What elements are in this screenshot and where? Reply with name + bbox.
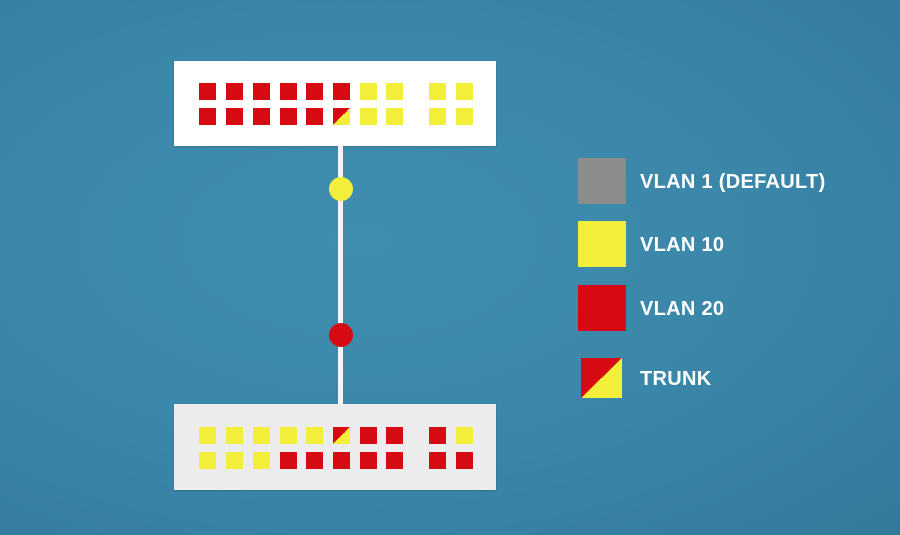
trunk-port bbox=[333, 427, 350, 444]
port-vlan10 bbox=[199, 427, 216, 444]
legend-swatch-trunk bbox=[581, 358, 622, 398]
switch-top bbox=[174, 61, 496, 146]
port-vlan20 bbox=[333, 83, 350, 100]
port-vlan20 bbox=[333, 452, 350, 469]
port-vlan10 bbox=[429, 83, 446, 100]
port-vlan20 bbox=[306, 83, 323, 100]
port-vlan10 bbox=[253, 452, 270, 469]
vlan20-link-indicator bbox=[329, 323, 353, 347]
port-vlan20 bbox=[199, 108, 216, 125]
port-vlan10 bbox=[456, 108, 473, 125]
port-vlan10 bbox=[306, 427, 323, 444]
switch-bottom bbox=[174, 404, 496, 490]
port-vlan10 bbox=[360, 83, 377, 100]
port-vlan10 bbox=[226, 452, 243, 469]
port-vlan20 bbox=[386, 452, 403, 469]
port-vlan20 bbox=[253, 108, 270, 125]
port-vlan20 bbox=[280, 452, 297, 469]
port-vlan10 bbox=[456, 83, 473, 100]
legend-swatch-vlan10 bbox=[578, 221, 626, 267]
legend-swatch-vlan20 bbox=[578, 285, 626, 331]
port-vlan10 bbox=[360, 108, 377, 125]
legend-label-vlan10: VLAN 10 bbox=[640, 234, 725, 256]
port-vlan20 bbox=[306, 452, 323, 469]
legend-label-trunk: TRUNK bbox=[640, 368, 712, 390]
port-vlan10 bbox=[280, 427, 297, 444]
port-vlan20 bbox=[386, 427, 403, 444]
port-vlan20 bbox=[306, 108, 323, 125]
trunk-link bbox=[338, 146, 343, 404]
port-vlan20 bbox=[226, 83, 243, 100]
port-vlan20 bbox=[360, 452, 377, 469]
trunk-port bbox=[333, 108, 350, 125]
port-vlan20 bbox=[360, 427, 377, 444]
port-vlan20 bbox=[456, 452, 473, 469]
port-vlan20 bbox=[429, 452, 446, 469]
port-vlan10 bbox=[226, 427, 243, 444]
port-vlan20 bbox=[280, 108, 297, 125]
legend-label-default: VLAN 1 (DEFAULT) bbox=[640, 171, 826, 193]
legend-label-vlan20: VLAN 20 bbox=[640, 298, 725, 320]
port-vlan20 bbox=[429, 427, 446, 444]
port-vlan20 bbox=[226, 108, 243, 125]
vlan10-link-indicator bbox=[329, 177, 353, 201]
port-vlan20 bbox=[253, 83, 270, 100]
port-vlan10 bbox=[456, 427, 473, 444]
port-vlan20 bbox=[199, 83, 216, 100]
port-vlan10 bbox=[386, 108, 403, 125]
port-vlan10 bbox=[429, 108, 446, 125]
port-vlan10 bbox=[253, 427, 270, 444]
port-vlan10 bbox=[199, 452, 216, 469]
legend-swatch-default bbox=[578, 158, 626, 204]
port-vlan10 bbox=[386, 83, 403, 100]
port-vlan20 bbox=[280, 83, 297, 100]
